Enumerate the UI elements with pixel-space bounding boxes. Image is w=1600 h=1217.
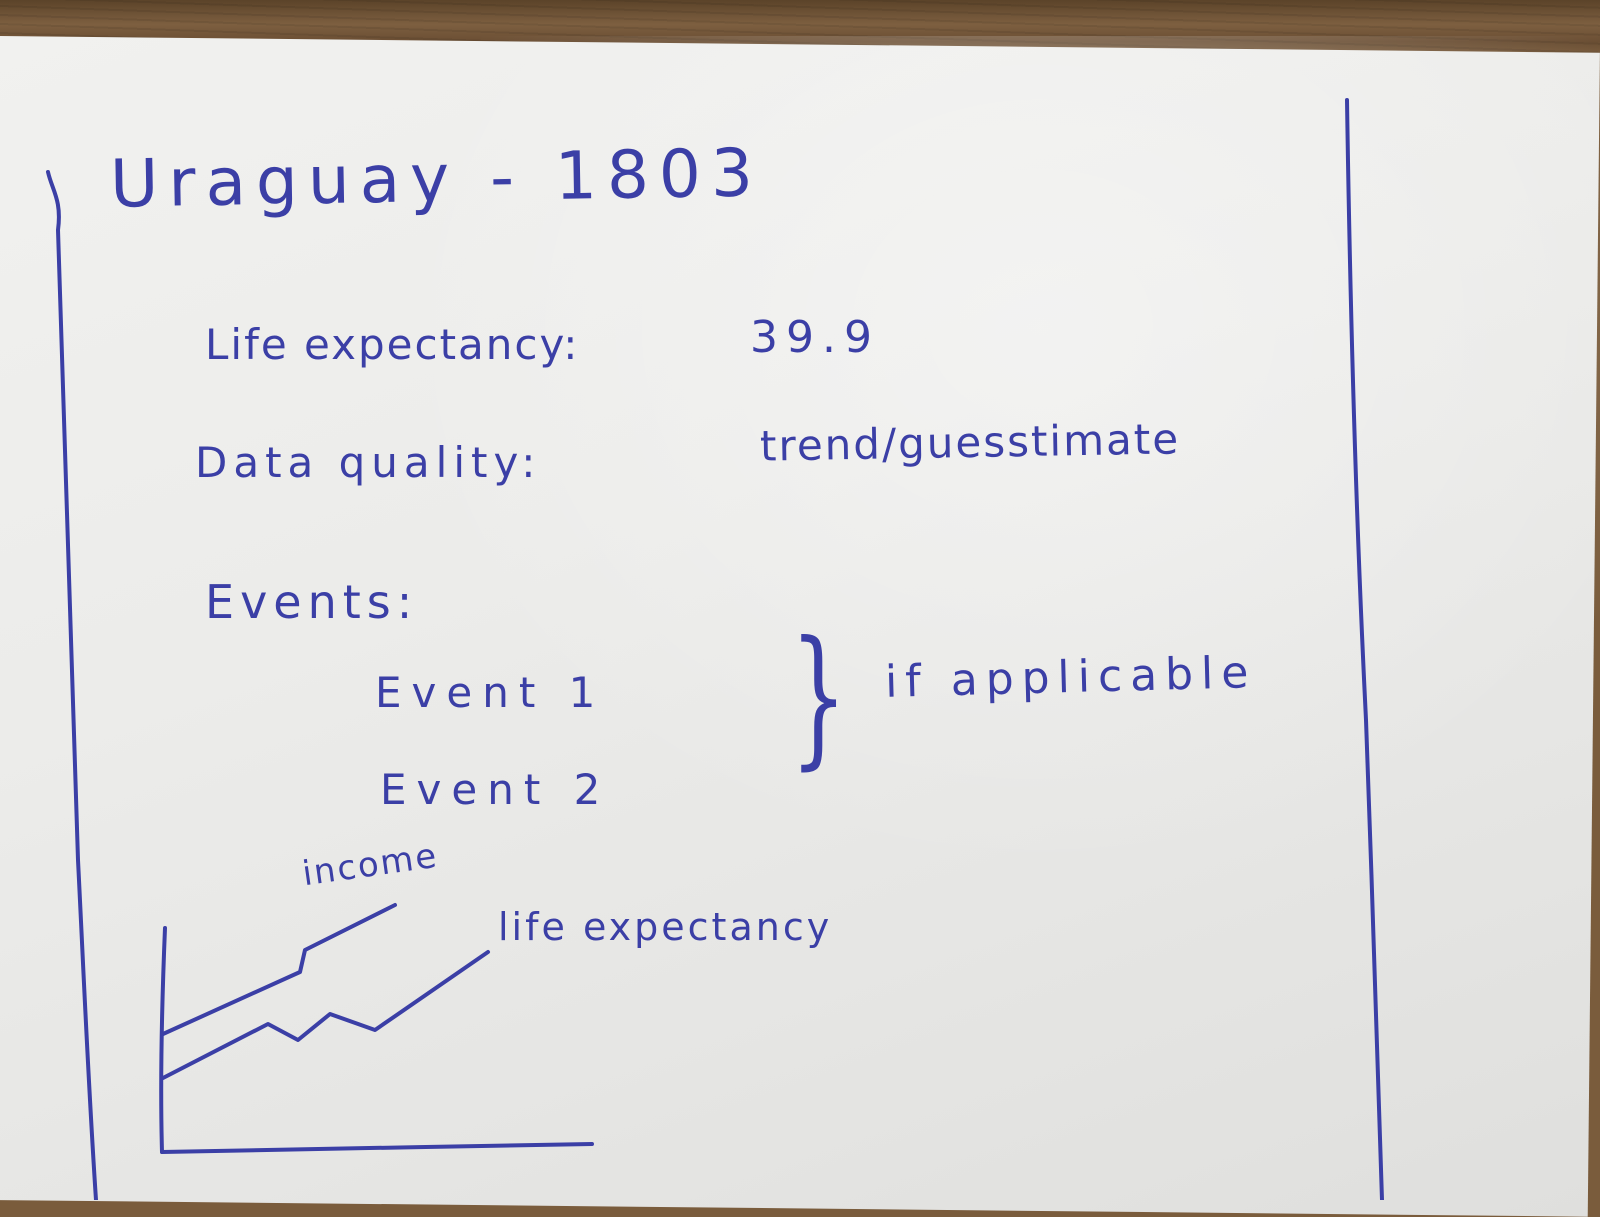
sketch-life-expectancy-line — [161, 950, 490, 1080]
sketch-y-axis — [159, 926, 167, 1154]
event-item-1: Event 1 — [375, 668, 606, 717]
card-right-border — [1345, 98, 1384, 1200]
data-quality-label: Data quality: — [195, 438, 542, 487]
card-title: Uraguay - 1803 — [109, 134, 764, 223]
events-note: if applicable — [884, 647, 1257, 708]
life-expectancy-label: Life expectancy: — [205, 320, 580, 369]
card-left-border — [46, 170, 98, 1200]
event-item-2: Event 2 — [380, 765, 611, 814]
events-heading: Events: — [205, 575, 419, 629]
sketch-income-line — [161, 903, 397, 1036]
data-quality-value: trend/guesstimate — [759, 414, 1181, 471]
sketch-life-expectancy-label: life expectancy — [498, 905, 833, 949]
sketch-x-axis — [160, 1142, 594, 1154]
events-brace: } — [790, 610, 848, 784]
life-expectancy-value: 39.9 — [750, 312, 880, 363]
